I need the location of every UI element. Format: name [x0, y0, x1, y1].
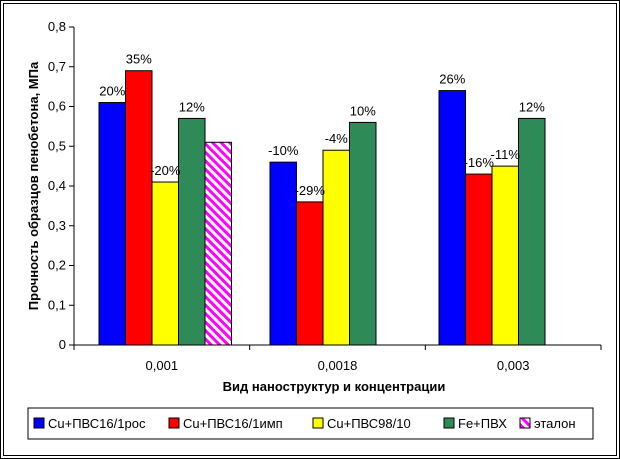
bar [269, 161, 297, 346]
bar [518, 117, 546, 346]
bar [322, 149, 350, 346]
data-label: -10% [268, 143, 299, 158]
y-tick-label: 0,4 [48, 178, 66, 193]
data-label: 26% [439, 72, 465, 87]
x-axis-title: Вид наноструктур и концентрации [223, 379, 446, 394]
bars-group [98, 70, 546, 346]
data-label: 20% [99, 84, 125, 99]
y-tick-label: 0 [59, 337, 66, 352]
legend-label: Cu+ПВС16/1рос [48, 416, 146, 431]
data-label: -4% [325, 131, 349, 146]
data-label: -29% [295, 183, 326, 198]
bar [465, 173, 493, 346]
legend-swatch [312, 417, 324, 429]
x-tick-label: 0,0018 [318, 358, 358, 373]
legend-label: Cu+ПВС98/10 [327, 416, 411, 431]
data-label: 10% [350, 103, 376, 118]
x-ticks-group: 0,001 0,0018 0,003 [73, 345, 602, 373]
bar [438, 90, 466, 346]
y-tick-label: 0,8 [48, 19, 66, 34]
y-tick-label: 0,5 [48, 138, 66, 153]
bar [491, 165, 519, 346]
legend-swatch [519, 417, 531, 429]
data-label: -11% [491, 147, 521, 162]
bar [349, 121, 377, 346]
legend-swatch [33, 417, 45, 429]
y-tick-label: 0,2 [48, 258, 66, 273]
bar [204, 141, 232, 346]
data-label: 12% [179, 99, 205, 114]
bar [296, 201, 324, 346]
legend-box [27, 407, 594, 440]
chart-inner-border [3, 3, 617, 456]
y-tick-label: 0,7 [48, 59, 66, 74]
y-tick-label: 0,1 [48, 297, 66, 312]
legend-label: Cu+ПВС16/1имп [183, 416, 283, 431]
y-ticks-group: 0 0,1 0,2 0,3 0,4 0,5 0,6 0,7 0,8 [48, 19, 74, 352]
data-labels-group: 20% -10% 26% 35% -29% -16% -20% -4% -11% 12% 10% 12… [99, 52, 545, 198]
y-tick-label: 0,6 [48, 99, 66, 114]
data-label: 35% [126, 52, 152, 67]
data-label: 12% [519, 99, 545, 114]
legend-label: Fe+ПВХ [458, 416, 507, 431]
bar [151, 181, 179, 346]
y-tick-label: 0,3 [48, 218, 66, 233]
legend-label: эталон [534, 416, 576, 431]
x-tick-label: 0,003 [497, 358, 530, 373]
bar [125, 70, 153, 346]
y-axis-title: Прочность образцов пенобетона, МПа [26, 61, 41, 310]
bar [98, 102, 126, 346]
legend-swatch [168, 417, 180, 429]
legend: Cu+ПВС16/1рос Cu+ПВС16/1имп Cu+ПВС98/10 Fe+… [27, 407, 594, 440]
legend-swatch [443, 417, 455, 429]
data-label: -16% [464, 155, 495, 170]
x-tick-label: 0,001 [146, 358, 179, 373]
bar [178, 117, 206, 346]
data-label: -20% [150, 163, 181, 178]
